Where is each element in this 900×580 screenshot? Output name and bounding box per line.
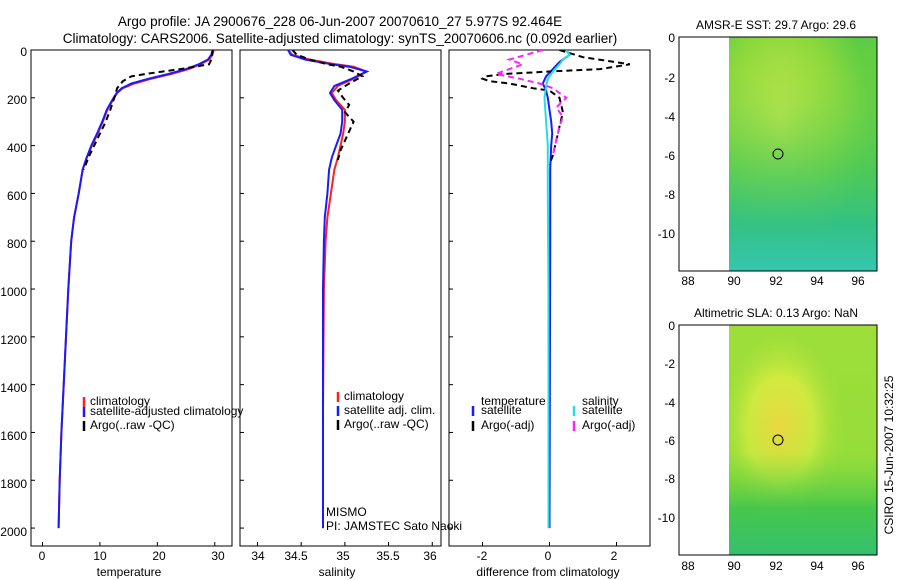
sla-map-title: Altimetric SLA: 0.13 Argo: NaN [694, 306, 858, 320]
legend-label: Argo(..raw -QC) [90, 418, 175, 432]
map-tick-label: -2 [664, 71, 675, 85]
depth-tick-label: 2000 [0, 525, 27, 539]
temperature-climatology-line [57, 50, 215, 529]
header-line-1: Argo profile: JA 2900676_228 06-Jun-2007… [118, 14, 562, 29]
argo-position-marker [772, 434, 784, 446]
salinity-legend: climatology satellite adj. clim. Argo(..… [336, 389, 435, 431]
depth-tick-label: 0 [20, 45, 27, 59]
salinity-satellite-line [287, 50, 370, 529]
map-tick-label: -6 [664, 149, 675, 163]
legend-label: satellite [582, 403, 623, 417]
map-tick-label: 88 [681, 559, 695, 573]
salinity-axis-label: salinity [319, 565, 356, 579]
map-tick-label: 88 [681, 274, 695, 288]
diff-temperature-satellite-line [541, 50, 571, 529]
x-tick-label: 0 [545, 549, 552, 563]
csiro-timestamp: CSIRO 15-Jun-2007 10:32:25 [882, 375, 896, 534]
temperature-satellite-line [57, 50, 214, 529]
argo-position-marker [772, 148, 784, 160]
map-tick-label: 96 [851, 559, 865, 573]
depth-tick-label: 1000 [0, 285, 27, 299]
legend-label: satellite [481, 403, 522, 417]
depth-tick-label: 600 [7, 189, 27, 203]
header-line-2: Climatology: CARS2006. Satellite-adjuste… [63, 31, 618, 46]
legend-label: climatology [90, 394, 150, 408]
salinity-panel-frame [239, 49, 442, 547]
temperature-axis-label: temperature [97, 565, 162, 579]
sla-map [678, 324, 878, 556]
depth-tick-label: 1400 [0, 381, 27, 395]
sst-field-cool [729, 37, 877, 271]
map-tick-label: 92 [769, 559, 783, 573]
map-tick-label: -8 [664, 188, 675, 202]
sst-map-ticks: 0 -2 -4 -6 -8 -10 88 90 92 94 96 [658, 31, 865, 288]
x-tick-label: 34.5 [284, 549, 308, 563]
depth-tick-label: 1600 [0, 429, 27, 443]
legend-label: satellite-adjusted climatology [90, 404, 243, 418]
map-tick-label: -6 [664, 434, 675, 448]
map-tick-label: 90 [727, 274, 741, 288]
legend-label: satellite adj. clim. [344, 403, 435, 417]
legend-label: Argo(-adj) [481, 418, 534, 432]
salinity-argo-line [291, 50, 365, 161]
legend-label: climatology [344, 389, 404, 403]
x-tick-label: 35.5 [376, 549, 400, 563]
map-tick-label: 96 [851, 274, 865, 288]
sst-map [678, 36, 878, 272]
legend-label: Argo(-adj) [582, 418, 635, 432]
map-tick-label: 94 [810, 274, 824, 288]
temperature-argo-line [82, 50, 214, 170]
sla-map-ticks: 0 -2 -4 -6 -8 -10 88 90 92 94 96 [658, 319, 865, 573]
x-tick-label: 2 [611, 549, 618, 563]
x-tick-label: 10 [93, 549, 107, 563]
diff-salinity-satellite-line [543, 50, 571, 529]
sst-map-title: AMSR-E SST: 29.7 Argo: 29.6 [696, 18, 856, 32]
difference-salinity-legend: salinity satellite Argo(-adj) [572, 394, 635, 432]
temperature-panel-frame [30, 49, 233, 547]
temperature-x-ticks: 0 10 20 30 [39, 549, 225, 563]
x-tick-label: 0 [39, 549, 46, 563]
x-tick-label: 30 [211, 549, 225, 563]
salinity-climatology-line [287, 50, 370, 529]
depth-tick-label: 200 [7, 93, 27, 107]
difference-axis-label: difference from climatology [476, 565, 619, 579]
x-tick-label: 34 [251, 549, 265, 563]
difference-temperature-legend: temperature satellite Argo(-adj) [471, 394, 546, 432]
map-tick-label: 94 [810, 559, 824, 573]
temperature-legend: climatology satellite-adjusted climatolo… [82, 394, 243, 432]
map-tick-label: 0 [668, 319, 675, 333]
depth-tick-label: 1200 [0, 333, 27, 347]
map-tick-label: 90 [727, 559, 741, 573]
diff-salinity-argo-line [492, 50, 568, 156]
map-tick-label: 92 [769, 274, 783, 288]
sla-map-frame [678, 324, 878, 556]
depth-tick-label: 800 [7, 237, 27, 251]
depth-tick-label: 400 [7, 141, 27, 155]
map-tick-label: -4 [664, 110, 675, 124]
map-tick-label: -8 [664, 472, 675, 486]
legend-label: Argo(..raw -QC) [344, 417, 429, 431]
sst-map-frame [678, 36, 878, 272]
x-tick-label: -2 [477, 549, 488, 563]
salinity-x-ticks: 34 34.5 35 35.5 36 [251, 549, 437, 563]
legend-title: salinity [582, 394, 619, 408]
profile-tick-marks [31, 49, 617, 546]
map-tick-label: -10 [658, 227, 676, 241]
x-tick-label: 20 [152, 549, 166, 563]
float-pi-label: PI: JAMSTEC Sato Naoki [326, 519, 462, 533]
map-tick-label: -4 [664, 396, 675, 410]
difference-x-ticks: -2 0 2 [477, 549, 618, 563]
x-tick-label: 35 [336, 549, 350, 563]
depth-tick-labels: 0 200 400 600 800 1000 1200 1400 1600 18… [0, 45, 27, 539]
map-tick-label: 0 [668, 31, 675, 45]
map-tick-label: -2 [664, 357, 675, 371]
depth-tick-label: 1800 [0, 477, 27, 491]
x-tick-label: 36 [423, 549, 437, 563]
legend-title: temperature [481, 394, 546, 408]
map-tick-label: -10 [658, 511, 676, 525]
sla-field-low [729, 325, 877, 555]
float-project-label: MISMO [326, 505, 367, 519]
